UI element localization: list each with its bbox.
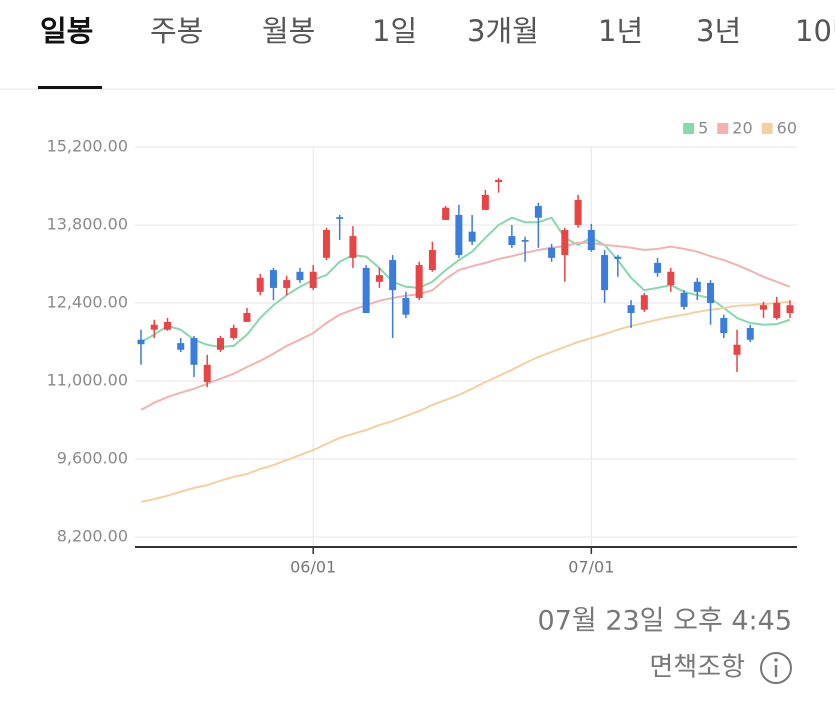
candle-body: [296, 271, 304, 281]
candle-body: [680, 292, 688, 307]
candle-body: [389, 260, 397, 291]
legend-swatch: [717, 123, 729, 134]
y-tick-label: 8,200.00: [57, 526, 128, 545]
legend-label: 60: [777, 119, 797, 138]
candle-body: [640, 295, 648, 310]
timestamp: 07월 23일 오후 4:45: [538, 606, 792, 637]
active-tab-underline: [38, 86, 102, 89]
x-tick-label: 06/01: [290, 558, 336, 577]
candle-body: [654, 262, 662, 273]
candle-body: [309, 271, 317, 288]
tab[interactable]: 10년: [795, 14, 835, 48]
moving-average-line: [140, 241, 791, 411]
candle-body: [375, 275, 383, 282]
chart: 8,200.00 9,600.00 11,000.00 12,400.00 13,800…: [47, 119, 797, 577]
candle-body: [349, 236, 357, 258]
candle-body: [428, 250, 436, 271]
candle-body: [442, 207, 450, 220]
candle-body: [601, 255, 609, 291]
candle-body: [561, 229, 569, 256]
candle-body: [574, 199, 582, 225]
tab[interactable]: 1년: [598, 14, 643, 48]
candle-body: [627, 305, 635, 313]
candle-body: [150, 324, 158, 330]
candle-body: [481, 194, 489, 210]
candle-body: [587, 229, 595, 251]
candle-body: [746, 328, 754, 340]
tab-bar: 일봉 주봉 월봉 1일 3개월 1년 3년 10년: [40, 14, 835, 48]
y-tick-label: 11,000.00: [47, 370, 128, 389]
candle-body: [415, 265, 423, 298]
candle-body: [163, 321, 171, 330]
candle-body: [283, 280, 291, 288]
tab[interactable]: 3개월: [467, 14, 539, 48]
candle-body: [468, 231, 476, 242]
candle-body: [495, 179, 503, 183]
candle-body: [614, 256, 622, 259]
y-tick-label: 15,200.00: [47, 136, 128, 155]
disclaimer-link[interactable]: 면책조항: [649, 653, 745, 683]
candle-body: [216, 338, 224, 350]
candle-body: [336, 217, 344, 219]
info-icon[interactable]: [760, 652, 792, 684]
candle-body: [720, 318, 728, 334]
tab[interactable]: 일봉: [40, 14, 93, 48]
candle-body: [322, 229, 330, 258]
moving-average-line: [140, 216, 791, 349]
y-tick-label: 13,800.00: [47, 214, 128, 233]
candle-body: [760, 305, 768, 310]
legend-swatch: [683, 123, 695, 134]
tab[interactable]: 3년: [696, 14, 741, 48]
candle-body: [667, 271, 675, 286]
candle-body: [190, 338, 198, 365]
candle-body: [402, 297, 410, 315]
candle-body: [773, 302, 781, 319]
candle-body: [548, 247, 556, 258]
candle-body: [508, 236, 516, 246]
candle-body: [256, 277, 264, 292]
tab[interactable]: 1일: [372, 14, 417, 48]
candle-body: [534, 206, 542, 218]
legend-swatch: [761, 123, 773, 134]
moving-average-line: [140, 300, 791, 503]
candle-body: [137, 339, 145, 345]
y-tick-label: 9,600.00: [57, 448, 128, 467]
candle-body: [455, 214, 463, 256]
candle-body: [269, 270, 277, 288]
candle-body: [693, 281, 701, 292]
legend-label: 20: [732, 119, 752, 138]
tab[interactable]: 주봉: [150, 14, 203, 48]
tab[interactable]: 월봉: [262, 14, 315, 48]
candle-body: [177, 343, 185, 350]
candle-body: [243, 312, 251, 322]
legend-label: 5: [698, 119, 708, 138]
candle-body: [362, 267, 370, 313]
candle-body: [786, 305, 794, 313]
x-tick-label: 07/01: [568, 558, 614, 577]
candle-body: [230, 328, 238, 339]
candle-body: [733, 344, 741, 355]
candle-body: [521, 240, 529, 242]
candle-body: [203, 364, 211, 383]
y-tick-label: 12,400.00: [47, 292, 128, 311]
candle-body: [707, 282, 715, 303]
